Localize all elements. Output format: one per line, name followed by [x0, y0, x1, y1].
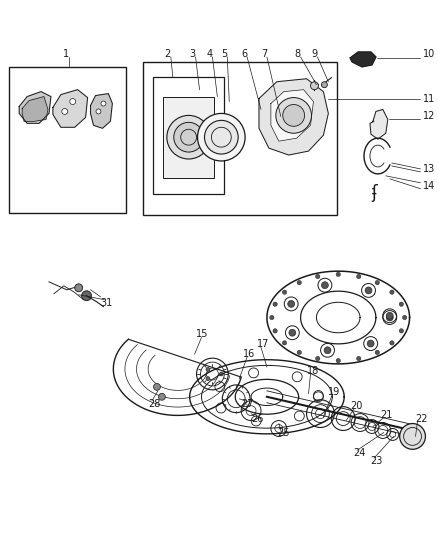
Circle shape	[375, 350, 379, 354]
Circle shape	[273, 329, 277, 333]
Circle shape	[390, 341, 394, 345]
Text: 28: 28	[148, 399, 160, 409]
Circle shape	[315, 274, 320, 279]
Text: 16: 16	[243, 349, 255, 359]
Circle shape	[219, 372, 223, 376]
Circle shape	[390, 290, 394, 294]
Polygon shape	[91, 94, 113, 128]
Text: 7: 7	[261, 49, 267, 59]
Bar	[143, 62, 337, 215]
Circle shape	[399, 302, 403, 306]
Circle shape	[311, 82, 318, 90]
Circle shape	[174, 123, 204, 152]
Circle shape	[283, 290, 287, 294]
Circle shape	[276, 98, 311, 133]
Circle shape	[357, 357, 361, 361]
Text: 27: 27	[241, 399, 254, 409]
Circle shape	[375, 280, 379, 285]
Circle shape	[289, 329, 296, 336]
Text: 25: 25	[277, 429, 290, 439]
Circle shape	[153, 383, 160, 390]
Circle shape	[336, 359, 340, 363]
Polygon shape	[370, 109, 388, 139]
Text: 26: 26	[251, 414, 263, 424]
Text: 2: 2	[165, 49, 171, 59]
Text: 8: 8	[295, 49, 301, 59]
Circle shape	[365, 287, 372, 294]
Text: 14: 14	[423, 181, 434, 191]
Circle shape	[403, 316, 407, 320]
Text: 1: 1	[63, 49, 69, 59]
Text: 18: 18	[307, 366, 319, 376]
Circle shape	[62, 109, 68, 115]
Polygon shape	[53, 90, 88, 127]
Text: 11: 11	[423, 94, 434, 103]
Circle shape	[321, 282, 328, 289]
Text: 6: 6	[241, 49, 247, 59]
Circle shape	[357, 274, 361, 279]
Bar	[163, 96, 215, 178]
Text: 22: 22	[416, 414, 428, 424]
Text: 15: 15	[196, 329, 208, 340]
Text: 23: 23	[370, 456, 382, 466]
Text: 13: 13	[423, 164, 434, 174]
Circle shape	[297, 280, 301, 285]
Text: 31: 31	[100, 297, 113, 308]
Circle shape	[270, 316, 274, 320]
Text: 12: 12	[423, 111, 435, 122]
Text: 20: 20	[350, 401, 363, 411]
Circle shape	[101, 101, 106, 106]
Circle shape	[198, 114, 245, 161]
Bar	[153, 77, 224, 193]
Polygon shape	[350, 52, 376, 67]
Polygon shape	[271, 90, 314, 141]
Polygon shape	[19, 92, 51, 123]
Text: ʄ: ʄ	[371, 184, 377, 201]
Circle shape	[297, 350, 301, 354]
Circle shape	[167, 116, 210, 159]
Circle shape	[399, 329, 403, 333]
Text: 24: 24	[353, 448, 365, 458]
Text: 9: 9	[311, 49, 318, 59]
Text: 3: 3	[190, 49, 196, 59]
Circle shape	[324, 347, 331, 354]
Text: 21: 21	[380, 410, 392, 419]
Text: 19: 19	[328, 387, 341, 397]
Text: 17: 17	[257, 340, 269, 349]
Circle shape	[96, 109, 101, 114]
Polygon shape	[22, 96, 48, 122]
Text: 10: 10	[423, 49, 434, 59]
Text: 4: 4	[206, 49, 212, 59]
Circle shape	[206, 377, 210, 381]
Circle shape	[367, 340, 374, 347]
Polygon shape	[259, 79, 328, 155]
Circle shape	[273, 302, 277, 306]
Circle shape	[399, 424, 425, 449]
Circle shape	[70, 99, 76, 104]
Circle shape	[288, 301, 295, 308]
Circle shape	[336, 272, 340, 277]
Text: 5: 5	[221, 49, 227, 59]
Circle shape	[81, 291, 92, 301]
Circle shape	[315, 357, 320, 361]
Circle shape	[386, 314, 393, 321]
Circle shape	[159, 393, 166, 400]
Bar	[9, 67, 126, 214]
Circle shape	[386, 312, 393, 319]
Circle shape	[205, 120, 238, 154]
Circle shape	[206, 367, 210, 372]
Circle shape	[75, 284, 83, 292]
Circle shape	[283, 104, 304, 126]
Circle shape	[283, 341, 287, 345]
Circle shape	[321, 82, 327, 87]
